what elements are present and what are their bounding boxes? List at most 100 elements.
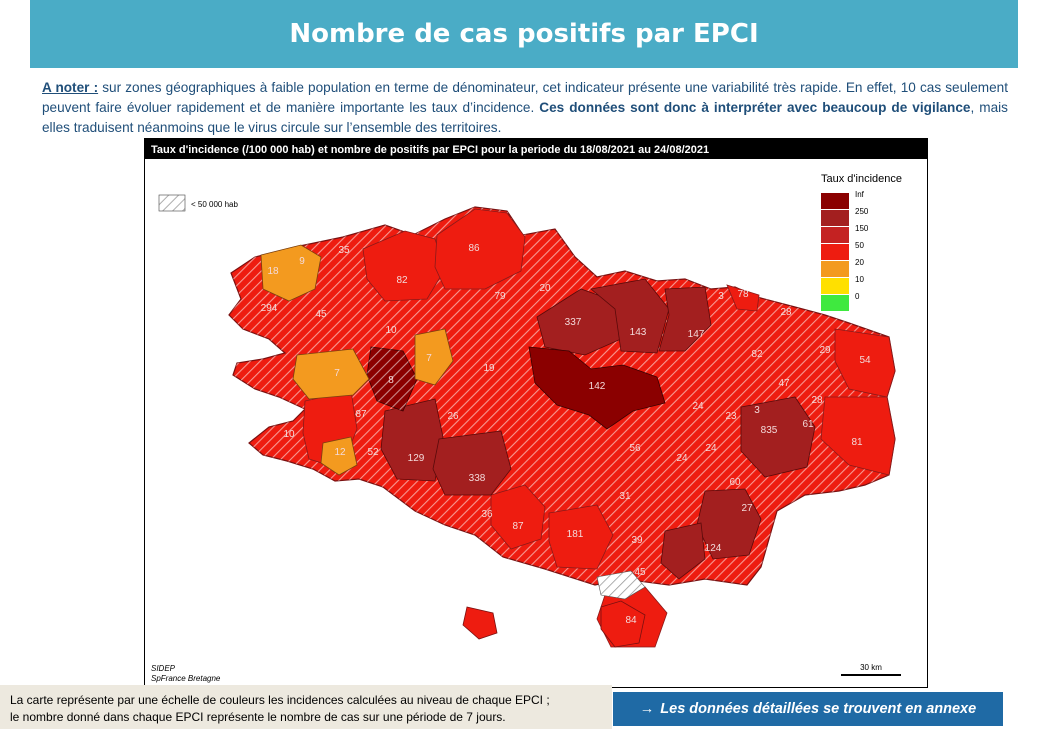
- epci-count-label: 835: [761, 425, 778, 436]
- epci-count-label: 129: [408, 453, 425, 464]
- epci-count-label: 26: [447, 411, 459, 422]
- region-epci-pontivy: [590, 278, 670, 354]
- legend-label: 150: [855, 224, 869, 233]
- epci-count-label: 87: [355, 409, 367, 420]
- island-belle-ile: [462, 606, 498, 640]
- incidence-map: Taux d'incidence (/100 000 hab) et nombr…: [144, 138, 928, 688]
- epci-count-label: 24: [692, 401, 704, 412]
- arrow-right-icon: →: [639, 701, 655, 717]
- legend-swatch: [821, 295, 849, 311]
- legend-swatch: [821, 244, 849, 260]
- epci-count-label: 87: [512, 521, 524, 532]
- epci-count-label: 82: [751, 349, 763, 360]
- epci-count-label: 19: [483, 363, 495, 374]
- epci-count-label: 20: [539, 283, 551, 294]
- epci-count-label: 24: [676, 453, 688, 464]
- source-sidep: SIDEP: [151, 664, 176, 673]
- epci-count-label: 147: [688, 329, 705, 340]
- epci-count-label: 10: [385, 325, 397, 336]
- epci-count-label: 3: [754, 405, 760, 416]
- region-epci-pontivy-south: [380, 398, 444, 482]
- legend-swatch: [821, 278, 849, 294]
- region-epci-morlaix: [434, 208, 526, 290]
- epci-count-label: 7: [426, 353, 432, 364]
- epci-count-label: 27: [741, 503, 753, 514]
- legend-label: 20: [855, 258, 864, 267]
- note-text-end: , mais elles traduisent néanmoins que le…: [42, 100, 1008, 135]
- legend-label: 250: [855, 207, 869, 216]
- epci-count-label: 29: [819, 345, 831, 356]
- epci-count-label: 39: [631, 535, 643, 546]
- legend-label: Inf: [855, 190, 865, 199]
- region-islands-hatched: [596, 570, 646, 600]
- epci-count-label: 12: [334, 447, 346, 458]
- epci-count-label: 86: [468, 243, 480, 254]
- epci-count-label: 45: [634, 567, 646, 578]
- epci-count-label: 56: [629, 443, 641, 454]
- epci-count-label: 78: [737, 289, 749, 300]
- epci-count-label: 8: [388, 375, 394, 386]
- epci-count-label: 9: [299, 256, 305, 267]
- source-spfrance: SpFrance Bretagne: [151, 674, 221, 683]
- region-epci-vitre: [726, 284, 760, 312]
- map-header-bar: [145, 139, 927, 159]
- epci-count-label: 142: [589, 381, 606, 392]
- annex-button[interactable]: → Les données détaillées se trouvent en a…: [613, 692, 1003, 726]
- epci-count-label: 10: [283, 429, 295, 440]
- epci-count-label: 28: [811, 395, 823, 406]
- epci-count-label: 28: [780, 307, 792, 318]
- epci-count-label: 81: [851, 437, 863, 448]
- region-epci-chateaubriant: [660, 522, 706, 580]
- region-epci-rennes-south: [820, 396, 896, 476]
- epci-count-label: 54: [859, 355, 871, 366]
- region-epci-dinan: [658, 286, 712, 352]
- hatch-legend-label: < 50 000 hab: [191, 200, 238, 209]
- epci-count-label: 45: [315, 309, 327, 320]
- region-epci-poher: [414, 328, 454, 386]
- epci-count-label: 84: [625, 615, 637, 626]
- legend-swatch: [821, 193, 849, 209]
- legend-label: 50: [855, 241, 864, 250]
- annex-button-label: Les données détaillées se trouvent en an…: [660, 701, 977, 717]
- epci-count-label: 47: [778, 378, 790, 389]
- epci-count-label: 7: [334, 368, 340, 379]
- epci-count-label: 31: [619, 491, 631, 502]
- map-canvas: Taux d'incidence (/100 000 hab) et nombr…: [145, 139, 927, 683]
- legend-title: Taux d'incidence: [821, 173, 902, 185]
- region-epci-concarneau: [320, 436, 358, 476]
- epci-count-label: 338: [469, 473, 486, 484]
- epci-count-label: 61: [802, 419, 814, 430]
- epci-count-label: 79: [494, 291, 506, 302]
- epci-count-label: 18: [267, 266, 279, 277]
- footer-note: La carte représente par une échelle de c…: [0, 685, 612, 729]
- epci-count-label: 52: [367, 447, 379, 458]
- epci-count-label: 124: [705, 543, 722, 554]
- epci-count-label: 181: [567, 529, 584, 540]
- hatch-legend-swatch: [158, 194, 186, 212]
- region-epci-carhaix-hatch: [367, 347, 417, 411]
- legend-label: 0: [855, 292, 860, 301]
- incidence-legend: Taux d'incidence Inf 250 150 50 20 10 0: [821, 173, 902, 311]
- epci-count-label: 3: [718, 291, 724, 302]
- legend-swatch: [821, 261, 849, 277]
- note-paragraph: A noter : sur zones géographiques à faib…: [42, 78, 1008, 138]
- region-epci-centre-bretagne: [528, 346, 666, 430]
- note-warning: Ces données sont donc à interpréter avec…: [539, 100, 971, 115]
- epci-count-label: 23: [725, 411, 737, 422]
- legend-label: 10: [855, 275, 864, 284]
- epci-count-label: 36: [481, 509, 493, 520]
- region-epci-brest-north: [260, 244, 322, 302]
- epci-count-label: 60: [729, 477, 741, 488]
- legend-swatch: [821, 210, 849, 226]
- epci-count-label: 82: [396, 275, 408, 286]
- epci-count-label: 143: [630, 327, 647, 338]
- island-noirmoutier: [600, 600, 646, 648]
- region-epci-north-coast: [362, 230, 446, 302]
- region-epci-lorient: [490, 484, 546, 550]
- footer-note-line-2: le nombre donné dans chaque EPCI représe…: [10, 710, 506, 724]
- footer-note-line-1: La carte représente par une échelle de c…: [10, 693, 550, 707]
- region-epci-chateaulin: [292, 348, 370, 400]
- page-title: Nombre de cas positifs par EPCI: [30, 0, 1018, 68]
- note-label: A noter :: [42, 80, 99, 95]
- epci-count-label: 294: [261, 303, 278, 314]
